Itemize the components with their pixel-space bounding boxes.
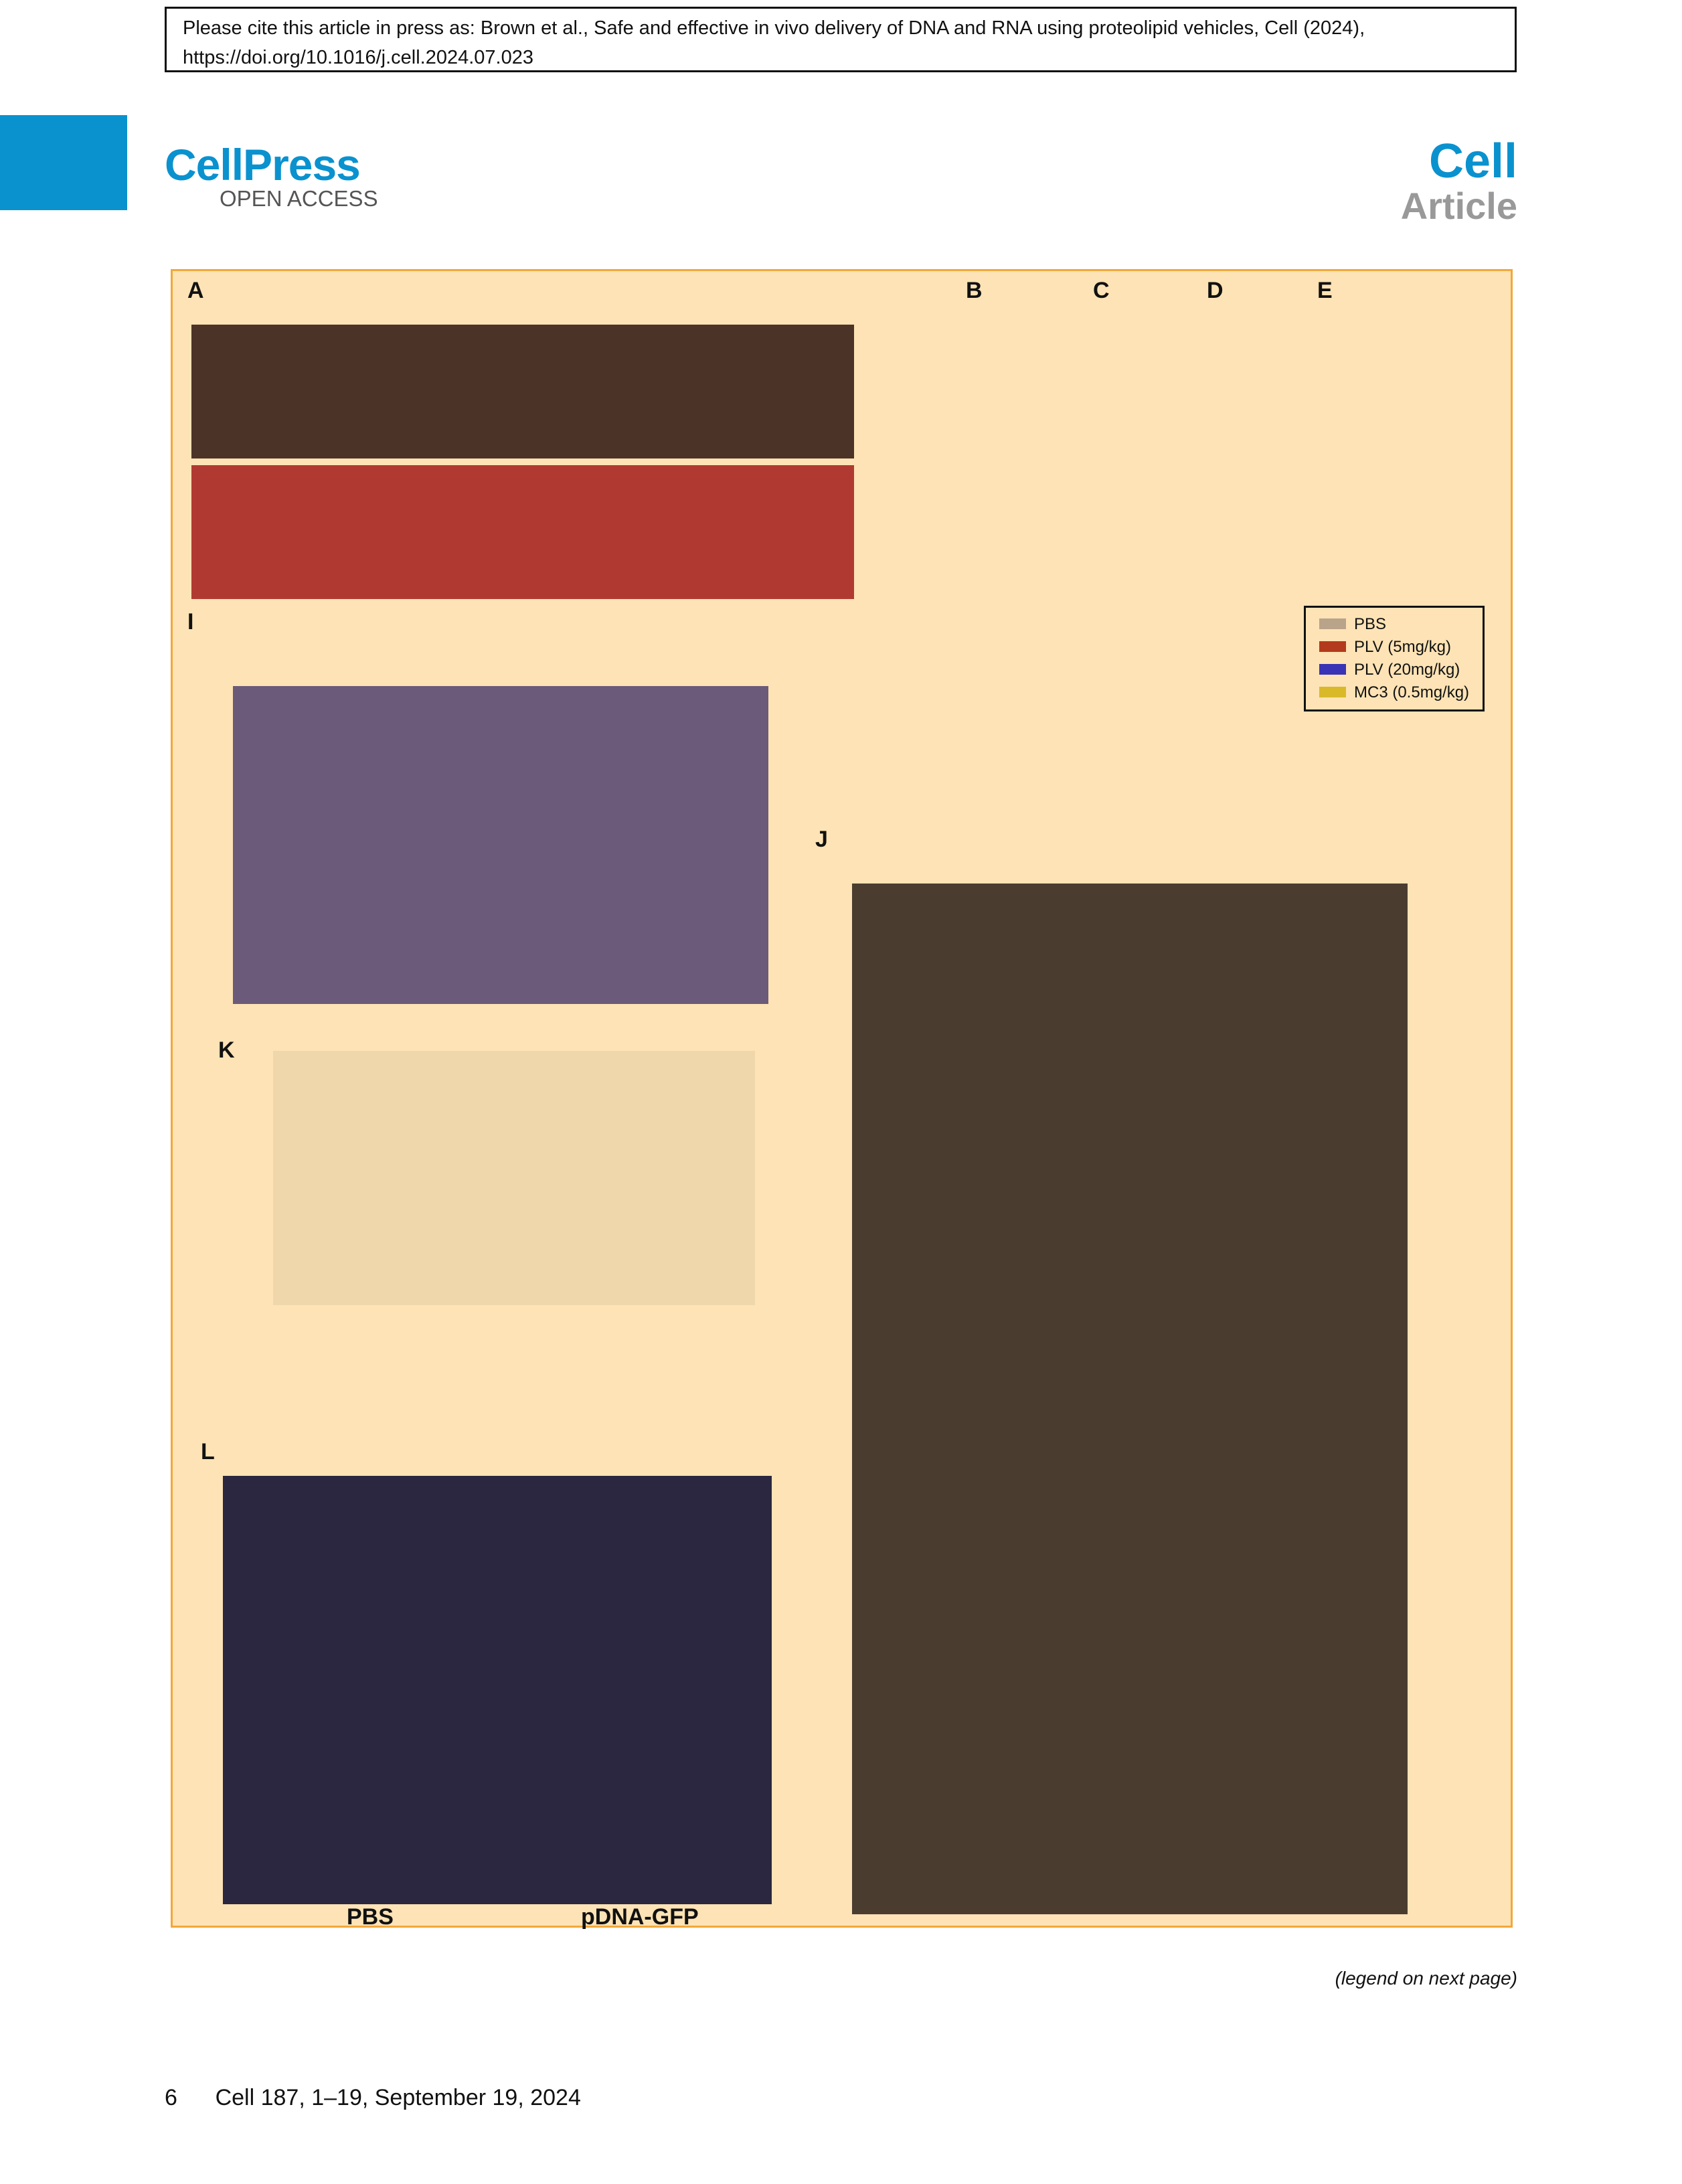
panel-i-label: I xyxy=(187,609,194,635)
pdna-group: pDNA-GFP xyxy=(581,1904,699,1930)
panel-a-label: A xyxy=(187,278,204,303)
organ-photos xyxy=(191,325,854,458)
cytokine-legend: PBS PLV (5mg/kg) PLV (20mg/kg) MC3 (0.5m… xyxy=(1304,606,1485,711)
panel-d-label: D xyxy=(1207,278,1224,303)
panel-k-label: K xyxy=(218,1037,235,1063)
ivis-images xyxy=(233,686,768,1004)
figure: A B C D E I PBS PLV (5mg/kg) PLV (20mg/k… xyxy=(171,269,1513,1930)
accent-bar xyxy=(0,115,127,210)
panel-l-label: L xyxy=(201,1439,215,1464)
article-type: Article xyxy=(1400,185,1517,227)
legend-note: (legend on next page) xyxy=(1335,1968,1517,1989)
gfp-images xyxy=(223,1476,772,1904)
journal-name: Cell xyxy=(1428,135,1517,188)
histology-images xyxy=(191,465,854,599)
radiance-chart xyxy=(273,1051,755,1305)
citation-box: Please cite this article in press as: Br… xyxy=(165,7,1517,72)
panel-c-label: C xyxy=(1093,278,1110,303)
pbs-group: PBS xyxy=(347,1904,394,1930)
organ-ivis-grid xyxy=(852,884,1408,1914)
panel-j-label: J xyxy=(815,827,828,852)
panel-e-label: E xyxy=(1317,278,1333,303)
open-access-label: OPEN ACCESS xyxy=(220,186,378,211)
cellpress-logo: CellPress xyxy=(165,140,361,189)
panel-b-label: B xyxy=(966,278,983,303)
page-footer: 6 Cell 187, 1–19, September 19, 2024 xyxy=(165,2085,581,2110)
